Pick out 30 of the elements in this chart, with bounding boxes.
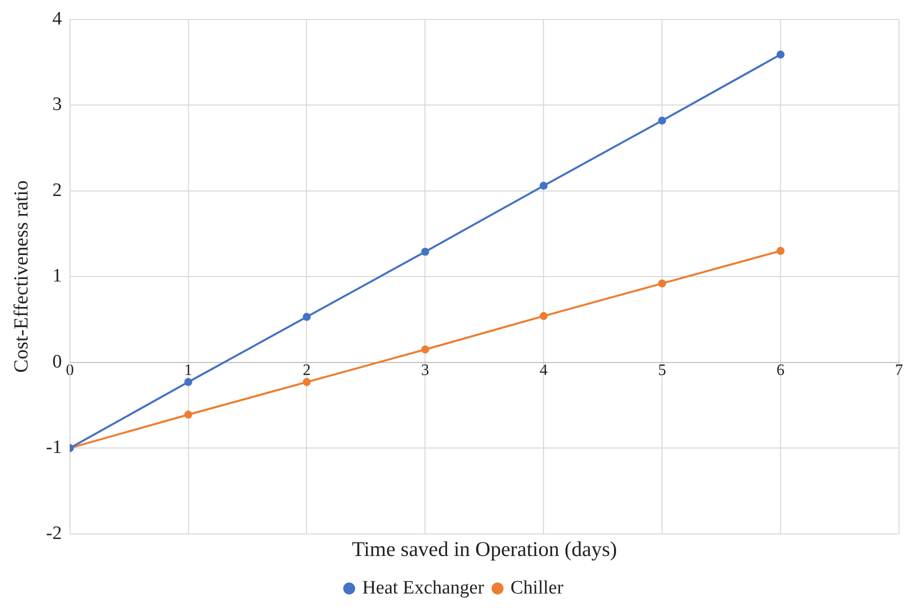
- y-tick-label: -2: [46, 522, 62, 544]
- y-tick-label: -1: [46, 437, 62, 458]
- x-tick-label: 4: [540, 362, 548, 380]
- point: [302, 312, 311, 321]
- point: [302, 378, 311, 386]
- legend-label: Heat Exchanger: [362, 577, 485, 598]
- point: [540, 312, 548, 320]
- y-tick-label: 2: [52, 180, 62, 201]
- point: [658, 116, 666, 125]
- x-tick-label: 7: [895, 362, 903, 380]
- x-tick-label: 2: [302, 362, 311, 380]
- point: [421, 345, 430, 354]
- point: [184, 410, 192, 419]
- x-tick-label: 0: [66, 362, 74, 380]
- x-tick-label: 6: [776, 362, 785, 380]
- y-tick-label: 1: [52, 266, 62, 287]
- point: [540, 182, 548, 190]
- legend-label: Chiller: [510, 577, 564, 598]
- point: [658, 279, 666, 288]
- x-tick-label: 1: [184, 362, 192, 380]
- point: [776, 246, 785, 255]
- x-axis-title: Time saved in Operation (days): [352, 536, 618, 561]
- point: [776, 50, 785, 59]
- x-tick-label: 5: [658, 362, 666, 380]
- y-tick-label: 4: [52, 8, 62, 30]
- point: [421, 248, 430, 256]
- y-axis-title: Cost-Effectiveness ratio: [10, 180, 32, 373]
- y-tick-label: 3: [52, 94, 62, 116]
- point: [184, 378, 192, 386]
- x-tick-label: 3: [421, 362, 430, 380]
